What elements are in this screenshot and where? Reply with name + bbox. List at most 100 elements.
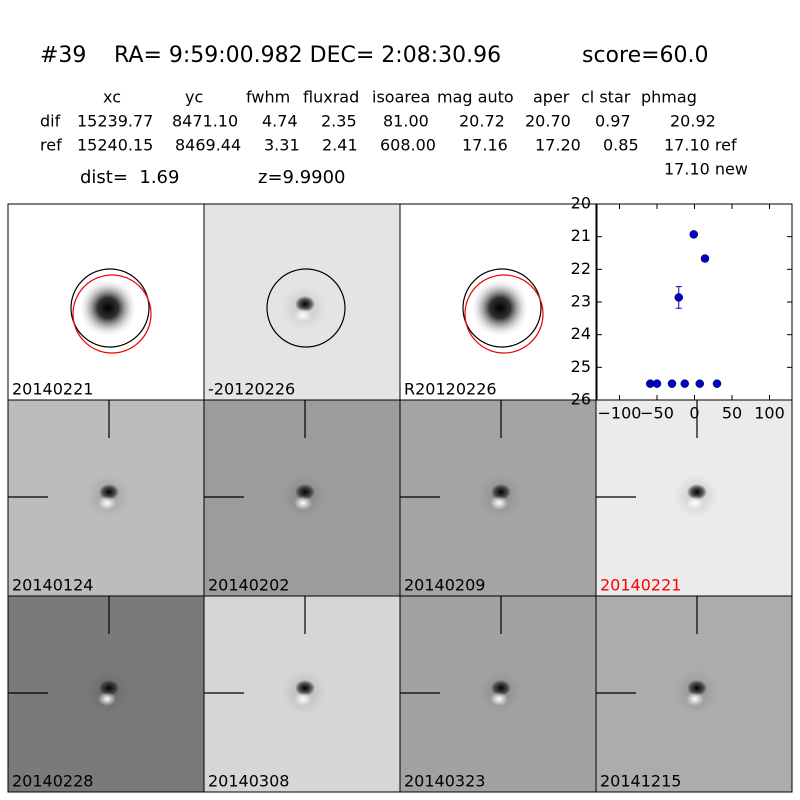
panel-label: 20140323 bbox=[404, 772, 485, 791]
cutout-panel: 20140308 bbox=[203, 595, 401, 793]
panel-label: 20140221 bbox=[12, 380, 93, 399]
data-point bbox=[700, 254, 710, 263]
residual-positive bbox=[98, 496, 116, 510]
table-cell: 17.10 ref bbox=[664, 136, 737, 155]
candidate-id: #39 bbox=[40, 43, 86, 68]
y-tick-label: 26 bbox=[571, 390, 591, 409]
panel-border bbox=[595, 595, 793, 793]
panel-label: -20120226 bbox=[208, 380, 295, 399]
data-point bbox=[695, 379, 704, 388]
panel-label: 20140308 bbox=[208, 772, 289, 791]
panel-label: 20140228 bbox=[12, 772, 93, 791]
table-note: 17.10 new bbox=[664, 160, 748, 179]
x-tick-label: 0 bbox=[689, 404, 699, 423]
residual-positive bbox=[490, 496, 508, 510]
aperture-circle bbox=[70, 268, 150, 348]
x-tick-label: −50 bbox=[640, 404, 674, 423]
table-cell: 0.97 bbox=[595, 112, 631, 131]
row-label: ref bbox=[40, 136, 62, 155]
residual-positive bbox=[294, 496, 312, 510]
residual-negative bbox=[295, 484, 315, 500]
table-cell: 17.20 bbox=[535, 136, 581, 155]
cutout-panel: 20140221 bbox=[7, 203, 205, 401]
aperture-circle bbox=[266, 268, 346, 348]
x-tick-label: 100 bbox=[754, 404, 785, 423]
star-image bbox=[470, 278, 530, 338]
residual-negative bbox=[491, 484, 511, 500]
data-point bbox=[667, 379, 677, 388]
column-header: fluxrad bbox=[303, 88, 359, 107]
residual-positive bbox=[294, 692, 312, 706]
table-cell: 15239.77 bbox=[77, 112, 153, 131]
panel-label: 20140202 bbox=[208, 576, 289, 595]
data-point bbox=[712, 379, 722, 388]
y-tick-label: 22 bbox=[571, 259, 591, 278]
panel-label: 20140209 bbox=[404, 576, 485, 595]
cutout-panel: 20140323 bbox=[399, 595, 597, 793]
column-header: phmag bbox=[641, 88, 697, 107]
cutout-panel: 20140202 bbox=[203, 399, 401, 597]
table-cell: 17.16 bbox=[462, 136, 508, 155]
residual-negative bbox=[491, 680, 511, 696]
residual-positive bbox=[98, 692, 116, 706]
table-cell: 0.85 bbox=[603, 136, 639, 155]
table-cell: 3.31 bbox=[264, 136, 300, 155]
residual-negative bbox=[99, 484, 119, 500]
table-cell: 4.74 bbox=[262, 112, 298, 131]
panel-label: 20140221 bbox=[600, 576, 681, 595]
x-tick-label: 50 bbox=[722, 404, 742, 423]
table-cell: 20.92 bbox=[670, 112, 716, 131]
table-cell: 608.00 bbox=[380, 136, 436, 155]
residual-negative bbox=[295, 680, 315, 696]
residual-negative bbox=[687, 484, 707, 500]
table-cell: 15240.15 bbox=[77, 136, 153, 155]
cutout-panel: -20120226 bbox=[203, 203, 401, 401]
cutout-panel: R20120226 bbox=[399, 203, 597, 401]
data-point bbox=[652, 379, 662, 388]
y-tick-label: 23 bbox=[571, 292, 591, 311]
panel-label: 20140124 bbox=[12, 576, 93, 595]
reference-circle bbox=[72, 274, 152, 354]
column-header: isoarea bbox=[372, 88, 430, 107]
column-header: fwhm bbox=[246, 88, 290, 107]
residual-positive bbox=[686, 496, 704, 510]
column-header: yc bbox=[185, 88, 203, 107]
table-cell: 8469.44 bbox=[175, 136, 241, 155]
y-tick-label: 21 bbox=[571, 226, 591, 245]
column-header: cl star bbox=[581, 88, 631, 107]
y-tick-label: 24 bbox=[571, 324, 591, 343]
column-header: xc bbox=[103, 88, 121, 107]
data-point bbox=[689, 230, 698, 239]
x-tick-label: −100 bbox=[598, 404, 642, 423]
cutout-panel: 20140124 bbox=[7, 399, 205, 597]
table-cell: 2.35 bbox=[321, 112, 357, 131]
column-header: mag auto bbox=[437, 88, 514, 107]
table-cell: 20.72 bbox=[459, 112, 505, 131]
residual-negative bbox=[687, 680, 707, 696]
cutout-panel: 20140221 bbox=[595, 399, 793, 597]
residual-positive bbox=[490, 692, 508, 706]
panel-label: R20120226 bbox=[404, 380, 497, 399]
coordinates: RA= 9:59:00.982 DEC= 2:08:30.96 bbox=[114, 43, 501, 68]
row-label: dif bbox=[40, 112, 61, 131]
column-header: aper bbox=[533, 88, 570, 107]
residual-negative bbox=[295, 296, 315, 312]
residual-positive bbox=[686, 692, 704, 706]
table-cell: 81.00 bbox=[383, 112, 429, 131]
table-cell: 8471.10 bbox=[172, 112, 238, 131]
data-point bbox=[680, 379, 689, 388]
star-image bbox=[78, 278, 138, 338]
distance: dist= 1.69 bbox=[80, 167, 179, 188]
redshift: z=9.9900 bbox=[258, 167, 346, 188]
data-point bbox=[674, 293, 683, 302]
cutout-panel: 20140228 bbox=[7, 595, 205, 793]
residual-negative bbox=[99, 680, 119, 696]
cutout-panel: 20140209 bbox=[399, 399, 597, 597]
cutout-panel: 20141215 bbox=[595, 595, 793, 793]
aperture-circle bbox=[462, 268, 542, 348]
score: score=60.0 bbox=[582, 43, 709, 68]
y-tick-label: 25 bbox=[571, 357, 591, 376]
table-cell: 2.41 bbox=[322, 136, 358, 155]
residual-positive bbox=[294, 308, 312, 322]
